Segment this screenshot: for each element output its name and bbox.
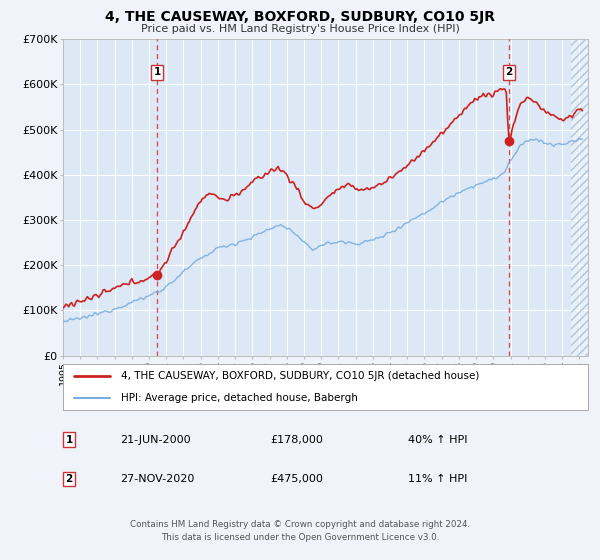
Text: 1: 1 (154, 67, 161, 77)
Text: 27-NOV-2020: 27-NOV-2020 (120, 474, 194, 484)
Text: Price paid vs. HM Land Registry's House Price Index (HPI): Price paid vs. HM Land Registry's House … (140, 24, 460, 34)
Bar (571, 39, 588, 356)
Text: 4, THE CAUSEWAY, BOXFORD, SUDBURY, CO10 5JR: 4, THE CAUSEWAY, BOXFORD, SUDBURY, CO10 … (105, 10, 495, 24)
Text: Contains HM Land Registry data © Crown copyright and database right 2024.: Contains HM Land Registry data © Crown c… (130, 520, 470, 529)
Text: £178,000: £178,000 (270, 435, 323, 445)
Text: 21-JUN-2000: 21-JUN-2000 (120, 435, 191, 445)
Text: 2: 2 (65, 474, 73, 484)
Text: 11% ↑ HPI: 11% ↑ HPI (408, 474, 467, 484)
Text: 40% ↑ HPI: 40% ↑ HPI (408, 435, 467, 445)
Text: 2: 2 (505, 67, 512, 77)
Text: £475,000: £475,000 (270, 474, 323, 484)
Text: 1: 1 (65, 435, 73, 445)
Text: HPI: Average price, detached house, Babergh: HPI: Average price, detached house, Babe… (121, 393, 358, 403)
Text: This data is licensed under the Open Government Licence v3.0.: This data is licensed under the Open Gov… (161, 533, 439, 542)
Text: 4, THE CAUSEWAY, BOXFORD, SUDBURY, CO10 5JR (detached house): 4, THE CAUSEWAY, BOXFORD, SUDBURY, CO10 … (121, 371, 479, 381)
